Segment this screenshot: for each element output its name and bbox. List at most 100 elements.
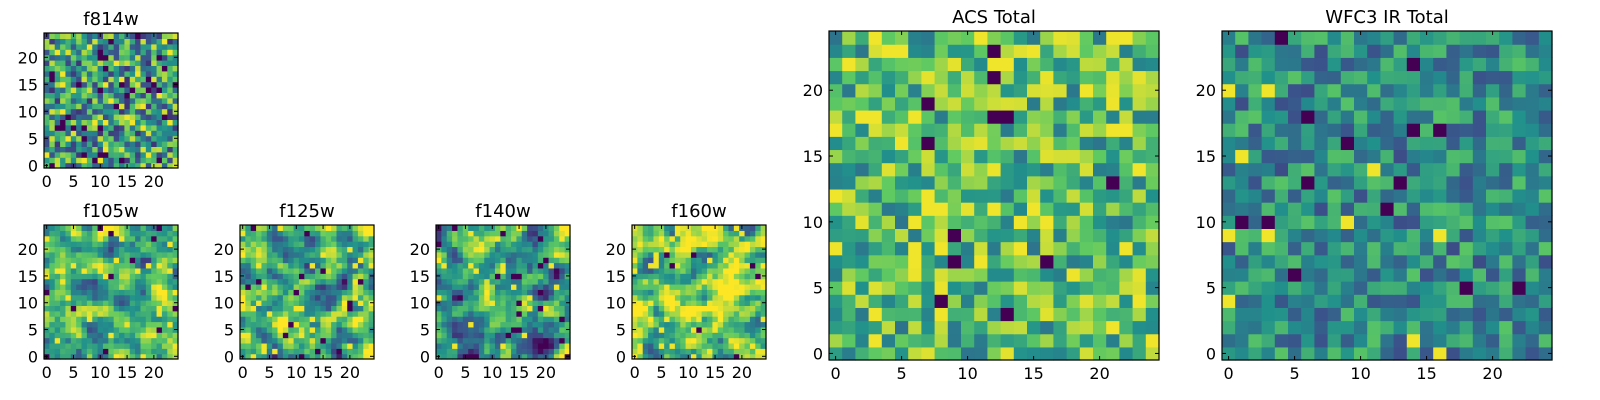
heatmap-cell [457,241,464,248]
heatmap-cell [65,54,72,61]
heatmap-cell [690,294,697,301]
heatmap-cell [895,254,909,269]
heatmap-cell [489,257,496,264]
heatmap-cell [642,348,649,355]
heatmap-cell [1040,109,1054,124]
heatmap-cell [352,353,359,360]
heatmap-cell [167,135,174,142]
heatmap-cell [1093,57,1107,72]
heatmap-cell [511,289,517,296]
heatmap-cell [728,337,735,344]
heatmap-cell [1132,346,1147,361]
heatmap-cell [653,267,660,274]
heatmap-cell [473,310,480,317]
heatmap-cell [124,124,131,131]
heatmap-cell [1106,96,1120,111]
heatmap-cell [1486,188,1500,203]
heatmap-cell [341,342,348,349]
heatmap-cell [60,151,67,158]
heatmap-cell [987,44,1002,58]
heatmap-cell [696,305,703,312]
heatmap-cell [1132,162,1147,177]
heatmap-cell [452,283,459,290]
heatmap-cell [1446,136,1461,151]
heatmap-cell [140,135,147,142]
heatmap-cell [331,348,338,355]
heatmap-cell [511,348,517,355]
heatmap-cell [511,230,517,237]
heatmap-cell [44,70,50,77]
heatmap-cell [632,289,638,296]
heatmap-cell [1512,267,1527,282]
heatmap-cell [145,130,152,137]
heatmap-cell [108,119,115,126]
heatmap-cell [1248,31,1263,45]
heatmap-cell [855,57,870,72]
heatmap-cell [446,257,453,264]
heatmap-cell [537,326,544,333]
heatmap-cell [1248,333,1263,348]
heatmap-cell [315,273,321,280]
heatmap-cell [1079,215,1094,229]
heatmap-cell [81,70,88,77]
heatmap-cell [129,267,136,274]
heatmap-cell [124,283,131,290]
heatmap-cell [637,246,644,253]
heatmap-cell [1274,215,1289,229]
heatmap-cell [172,283,179,290]
heatmap-cell [733,267,740,274]
heatmap-cell [696,235,703,242]
heatmap-cell [868,83,883,98]
heatmap-cell [855,109,870,124]
heatmap-cell [172,342,179,349]
heatmap-cell [559,225,566,231]
heatmap-cell [868,31,883,45]
heatmap-cell [462,316,469,323]
heatmap-cell [733,246,740,253]
heatmap-cell [1420,188,1434,203]
heatmap-cell [161,310,168,317]
heatmap-cell [881,31,896,45]
heatmap-cell [553,342,560,349]
heatmap-cell [739,337,746,344]
heatmap-cell [755,342,762,349]
heatmap-cell [266,305,273,312]
heatmap-cell [696,257,703,264]
heatmap-cell [161,70,168,77]
heatmap-cell [457,273,464,280]
heatmap-cell [272,300,279,306]
heatmap-cell [325,283,332,290]
heatmap-cell [543,321,550,328]
heatmap-cell [140,342,147,349]
heatmap-cell [1106,202,1120,216]
heatmap-cell [124,300,131,306]
heatmap-cell [521,342,528,349]
heatmap-cell [494,332,501,339]
heatmap-cell [653,289,660,296]
heatmap-cell [739,294,746,301]
heatmap-cell [97,273,104,280]
heatmap-cell [1106,281,1120,295]
heatmap-cell [1354,307,1368,322]
heatmap-cell [368,283,375,290]
heatmap-cell [151,146,158,153]
heatmap-cell [717,294,724,301]
heatmap-cell [500,278,507,285]
heatmap-cell [1066,57,1081,72]
y-tick-label: 20 [18,240,38,259]
heatmap-cell [1261,320,1276,335]
heatmap-cell [140,257,147,264]
heatmap-cell [161,103,168,110]
heatmap-cell [855,70,870,85]
heatmap-cell [129,162,136,169]
heatmap-cell [320,321,327,328]
heatmap-cell [1145,83,1160,98]
heatmap-cell [842,31,856,45]
heatmap-cell [1340,333,1355,348]
heatmap-cell [1459,70,1474,85]
heatmap-cell [921,162,936,177]
heatmap-cell [1499,241,1513,256]
heatmap-cell [44,257,50,264]
heatmap-cell [680,267,687,274]
heatmap-cell [1222,267,1236,282]
